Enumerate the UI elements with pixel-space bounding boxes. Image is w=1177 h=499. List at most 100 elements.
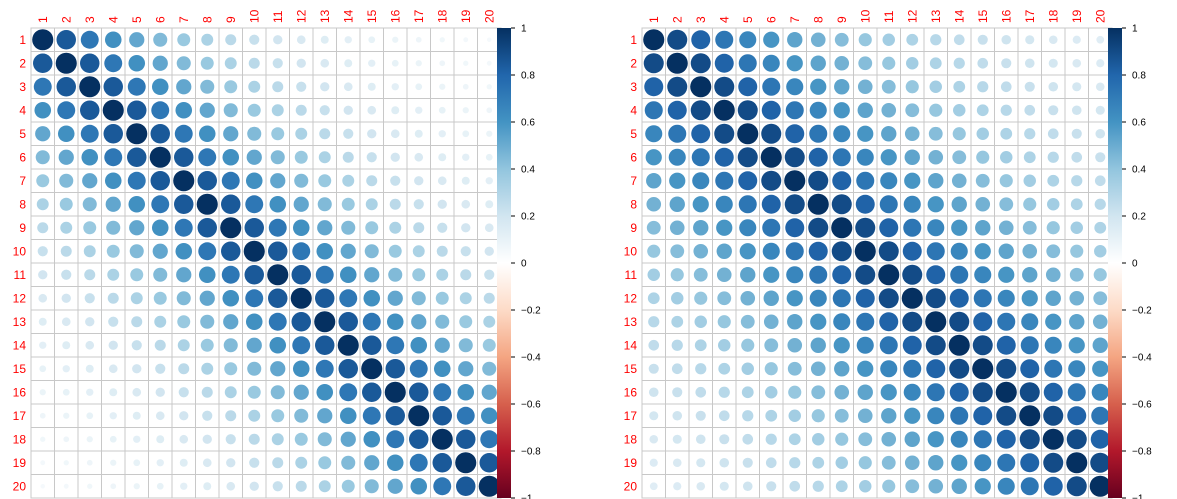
corr-circle-17-20 (480, 407, 498, 425)
row-label-3: 3 (630, 80, 637, 94)
corr-circle-17-1 (649, 411, 659, 421)
corr-circle-13-8 (200, 314, 215, 329)
corr-circle-1-10 (858, 33, 872, 47)
colorbar-tick-label: −0.6 (1132, 400, 1152, 411)
corr-circle-13-13 (314, 311, 336, 333)
col-label-7: 7 (788, 16, 802, 23)
col-label-7: 7 (177, 16, 191, 23)
corr-circle-18-7 (179, 434, 189, 444)
corr-circle-19-18 (1043, 452, 1064, 473)
corr-circle-19-5 (742, 457, 753, 468)
row-label-12: 12 (624, 291, 638, 305)
corr-circle-1-14 (953, 34, 965, 46)
col-label-4: 4 (106, 16, 120, 23)
corr-circle-18-4 (109, 435, 117, 443)
corr-circle-16-5 (741, 386, 754, 399)
corr-circle-3-14 (953, 80, 966, 93)
corr-circle-7-14 (342, 174, 355, 187)
corr-circle-14-3 (694, 339, 707, 352)
corr-circle-20-3 (87, 483, 93, 489)
corr-circle-2-17 (415, 60, 422, 67)
corr-circle-12-9 (832, 289, 851, 308)
corr-circle-18-3 (695, 434, 706, 445)
corr-circle-19-1 (40, 460, 46, 466)
corr-circle-7-9 (221, 171, 240, 190)
corr-circle-18-18 (431, 428, 453, 450)
corr-circle-15-8 (201, 362, 214, 375)
corr-circle-20-18 (1043, 476, 1063, 496)
corr-circle-5-20 (486, 130, 493, 137)
corr-circle-1-9 (834, 32, 849, 47)
corr-circle-3-8 (810, 78, 827, 95)
corr-circle-3-19 (462, 83, 469, 90)
corr-circle-14-7 (787, 337, 803, 353)
col-label-17: 17 (1023, 9, 1037, 23)
corr-circle-13-17 (411, 314, 427, 330)
corr-circle-18-20 (1090, 429, 1110, 449)
corr-circle-16-19 (1067, 383, 1086, 402)
corr-circle-11-5 (740, 267, 756, 283)
corr-circle-6-10 (246, 149, 262, 165)
corr-circle-15-12 (292, 360, 310, 378)
corr-circle-2-2 (55, 52, 77, 74)
col-label-9: 9 (835, 16, 849, 23)
corr-circle-3-13 (929, 80, 942, 93)
corr-circle-13-13 (925, 311, 947, 333)
corr-circle-16-8 (201, 386, 213, 398)
corr-circle-4-6 (151, 101, 170, 120)
corr-circle-9-14 (951, 219, 968, 236)
corr-circle-14-5 (131, 340, 142, 351)
corr-circle-8-11 (269, 195, 287, 213)
corr-circle-10-12 (902, 241, 922, 261)
corr-circle-8-11 (879, 195, 898, 214)
corr-circle-11-4 (107, 268, 120, 281)
corr-circle-12-16 (997, 289, 1015, 307)
col-label-2: 2 (59, 16, 73, 23)
corr-circle-13-10 (245, 313, 263, 331)
corr-circle-3-13 (320, 82, 330, 92)
corr-circle-7-12 (904, 172, 921, 189)
colorbar-tick-label: 0.2 (1132, 212, 1146, 223)
corr-circle-5-20 (1095, 128, 1106, 139)
corr-circle-1-8 (201, 33, 214, 46)
col-label-2: 2 (670, 16, 684, 23)
corr-circle-16-20 (1091, 383, 1109, 401)
corr-circle-3-3 (79, 76, 101, 98)
corr-circle-15-20 (1092, 360, 1109, 377)
corr-circle-17-3 (86, 412, 94, 420)
corr-circle-16-1 (39, 389, 46, 396)
corr-circle-15-8 (810, 361, 826, 377)
corr-circle-7-3 (692, 172, 710, 190)
corr-circle-15-19 (458, 361, 474, 377)
corr-circle-7-19 (1071, 175, 1083, 187)
corr-circle-4-18 (438, 106, 446, 114)
corr-circle-10-17 (412, 245, 425, 258)
row-label-13: 13 (624, 315, 638, 329)
corr-circle-8-7 (174, 194, 194, 214)
corr-circle-8-18 (437, 199, 447, 209)
corr-circle-4-9 (833, 102, 850, 119)
corr-circle-13-5 (740, 314, 755, 329)
corr-circle-10-9 (831, 241, 852, 262)
corr-circle-1-1 (32, 29, 54, 51)
corr-circle-13-17 (1021, 313, 1039, 331)
corr-circle-1-5 (129, 32, 145, 48)
row-label-15: 15 (624, 362, 638, 376)
corr-circle-10-7 (785, 242, 804, 261)
corr-circle-2-11 (882, 56, 896, 70)
corr-circle-5-17 (414, 129, 423, 138)
corr-circle-18-5 (742, 433, 754, 445)
corr-circle-2-19 (1072, 58, 1082, 68)
corr-circle-10-16 (998, 243, 1014, 259)
col-label-1: 1 (36, 16, 50, 23)
corr-circle-10-18 (1046, 244, 1061, 259)
colorbar-tick-label: 0.8 (521, 71, 535, 82)
corr-circle-13-14 (949, 311, 970, 332)
corr-circle-3-20 (486, 84, 492, 90)
corr-circle-1-2 (667, 29, 688, 50)
corr-circle-18-8 (812, 433, 825, 446)
corr-circle-6-3 (691, 148, 710, 167)
corr-circle-10-17 (1022, 243, 1038, 259)
corr-circle-3-7 (786, 78, 804, 96)
